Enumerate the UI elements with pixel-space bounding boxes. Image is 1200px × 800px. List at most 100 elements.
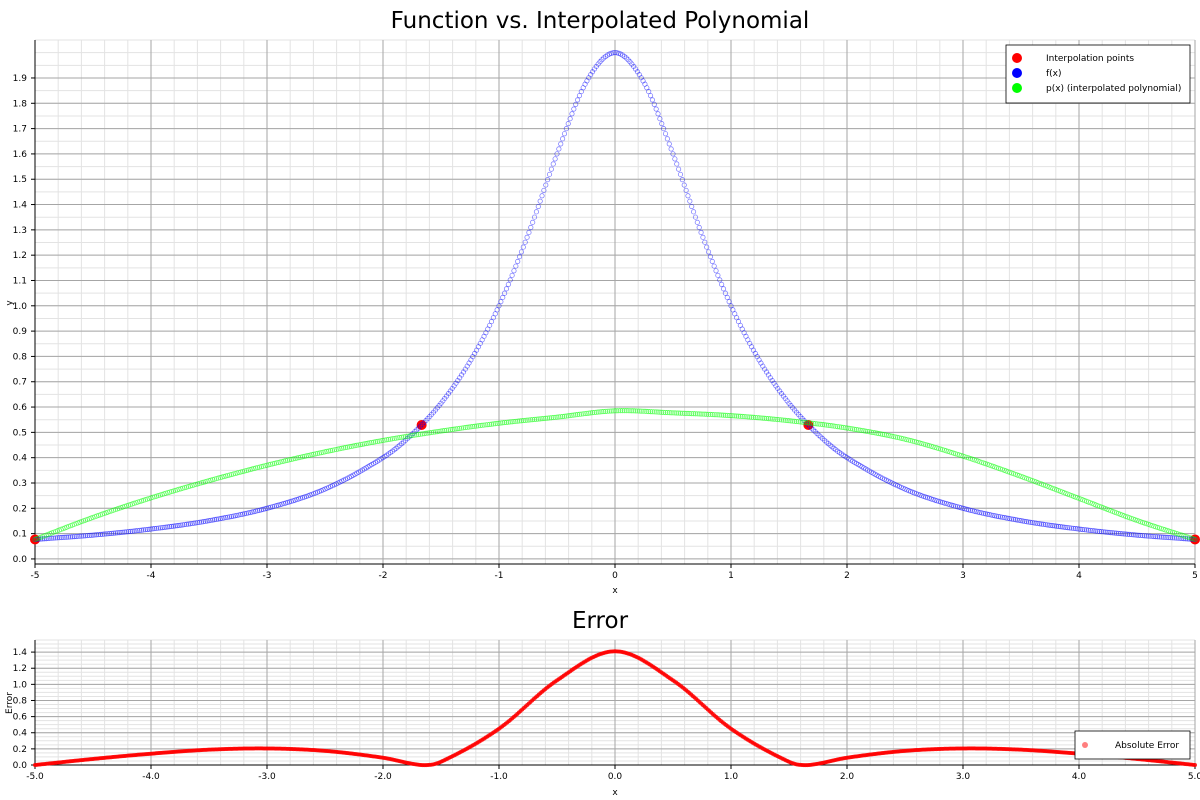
data-point: [240, 511, 246, 517]
data-point: [805, 420, 811, 426]
y-tick-label: 0.3: [13, 479, 27, 489]
data-point: [545, 415, 551, 421]
data-point: [685, 193, 691, 199]
data-point: [599, 409, 605, 415]
data-point: [530, 417, 536, 423]
legend-label: Interpolation points: [1046, 54, 1134, 64]
data-point: [878, 431, 884, 437]
data-point: [662, 409, 669, 416]
chart-title: Function vs. Interpolated Polynomial: [391, 8, 810, 34]
data-point: [1193, 763, 1197, 767]
data-point: [1065, 525, 1071, 531]
y-tick-label: 1.8: [13, 99, 28, 109]
data-point: [674, 410, 680, 416]
y-tick-label: 0.0: [13, 761, 28, 771]
data-point: [1156, 534, 1163, 540]
y-tick-label: 0.6: [13, 403, 28, 413]
main-chart: Function vs. Interpolated Polynomial -5-…: [5, 8, 1200, 596]
data-point: [144, 526, 150, 533]
data-point: [563, 126, 569, 132]
data-point: [234, 512, 240, 518]
data-point: [975, 509, 981, 515]
data-point: [879, 431, 886, 437]
data-point: [546, 171, 553, 177]
data-point: [356, 442, 362, 448]
data-point: [90, 532, 96, 538]
y-tick-label: 0.7: [13, 378, 27, 388]
data-point: [184, 521, 190, 527]
data-point: [625, 408, 631, 414]
data-point: [977, 509, 983, 516]
data-point: [515, 418, 521, 424]
data-point: [494, 420, 500, 427]
data-point: [1014, 517, 1020, 523]
data-point: [520, 244, 526, 250]
data-point: [705, 249, 712, 255]
data-point: [221, 515, 227, 521]
data-point: [195, 520, 201, 526]
data-point: [1095, 528, 1101, 534]
data-point: [357, 442, 364, 448]
data-point: [335, 446, 341, 452]
x-tick-label: 3.0: [956, 772, 971, 782]
data-point: [485, 422, 491, 428]
error-legend: Absolute Error: [1074, 730, 1191, 760]
data-point: [700, 234, 706, 240]
data-point: [266, 462, 272, 468]
data-point: [219, 515, 225, 521]
data-point: [691, 411, 697, 417]
data-point: [339, 445, 345, 451]
data-point: [451, 426, 457, 432]
data-point: [1070, 525, 1076, 531]
data-point: [344, 444, 351, 450]
data-point: [513, 418, 519, 424]
data-point: [524, 234, 530, 240]
data-point: [71, 534, 77, 540]
data-point: [797, 419, 803, 425]
series-2: [32, 408, 1198, 543]
legend-label: p(x) (interpolated polynomial): [1046, 84, 1181, 94]
data-point: [449, 426, 455, 433]
data-point: [285, 457, 291, 463]
data-point: [1082, 527, 1088, 533]
y-tick-label: 1.2: [13, 664, 27, 674]
data-point: [170, 523, 177, 529]
data-point: [473, 423, 480, 429]
data-point: [606, 408, 612, 414]
x-tick-label: 2.0: [840, 772, 855, 782]
data-point: [1020, 518, 1026, 524]
data-point: [236, 512, 242, 518]
data-point: [788, 418, 794, 424]
data-point: [575, 412, 581, 418]
data-point: [69, 534, 75, 540]
data-point: [986, 512, 992, 518]
x-tick-label: -2: [379, 571, 388, 581]
data-point: [835, 424, 841, 430]
data-point: [713, 412, 719, 418]
data-point: [1123, 531, 1129, 537]
data-point: [859, 427, 865, 434]
data-point: [683, 187, 689, 193]
data-point: [689, 203, 695, 210]
data-point: [124, 529, 130, 535]
data-point: [442, 427, 448, 434]
data-point: [161, 524, 167, 530]
data-point: [773, 416, 779, 422]
data-point: [546, 415, 553, 421]
data-point: [1078, 526, 1084, 532]
error-x-axis-label: x: [612, 788, 618, 798]
data-point: [541, 187, 547, 193]
data-point: [672, 410, 678, 416]
data-point: [1102, 529, 1108, 535]
data-point: [670, 151, 676, 157]
data-point: [305, 452, 311, 459]
data-point: [1153, 534, 1159, 540]
y-tick-label: 1.6: [13, 150, 28, 160]
data-point: [165, 524, 171, 530]
data-point: [273, 460, 279, 466]
data-point: [522, 239, 528, 245]
data-point: [608, 408, 614, 414]
data-point: [844, 425, 850, 431]
legend-marker: [1012, 68, 1022, 78]
y-tick-label: 1.5: [13, 175, 27, 185]
